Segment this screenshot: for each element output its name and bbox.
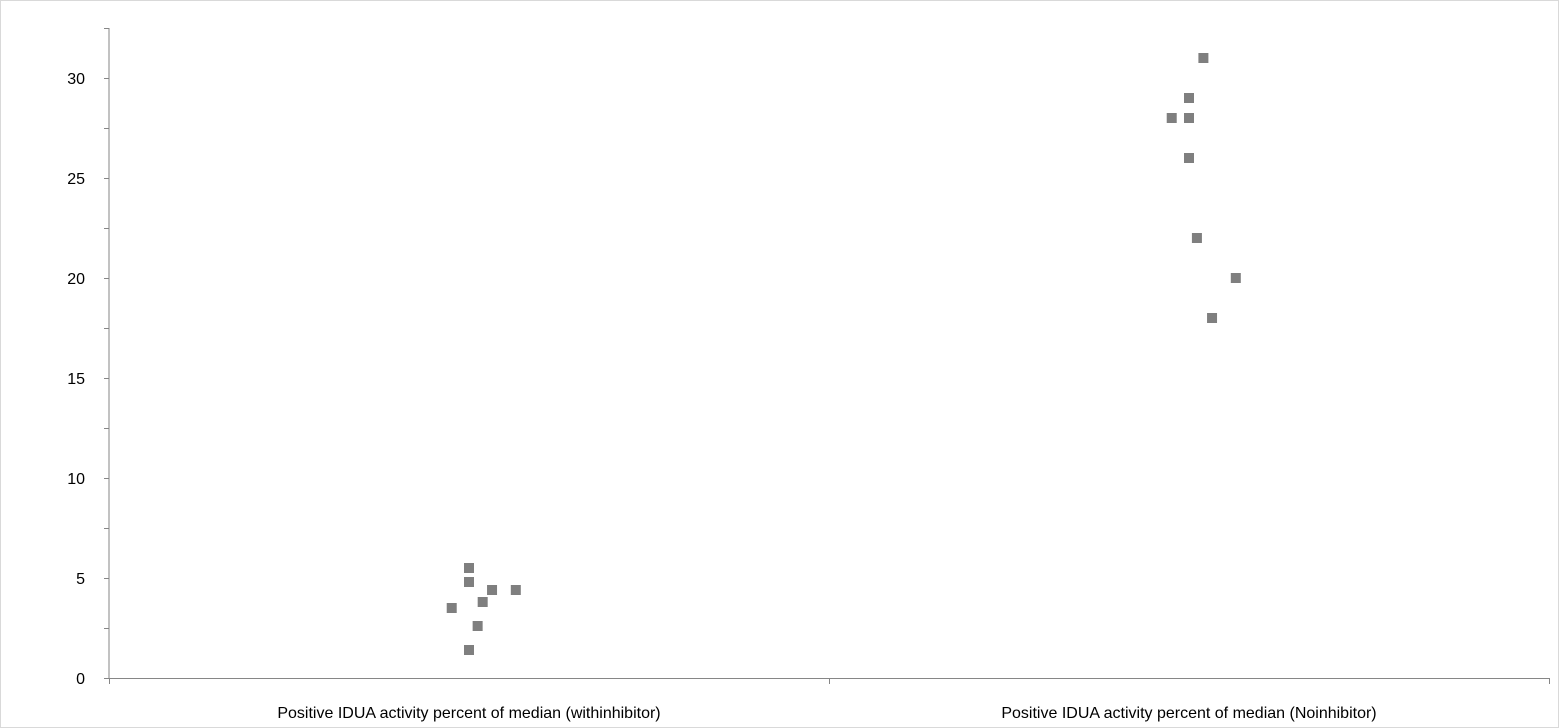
y-tick-label: 5: [76, 571, 85, 588]
x-axis: Positive IDUA activity percent of median…: [109, 678, 1550, 722]
data-point: [464, 645, 474, 655]
data-point: [510, 585, 521, 595]
data-point: [446, 603, 457, 613]
data-point: [1198, 53, 1209, 63]
data-point: [1230, 273, 1241, 283]
y-tick-label: 15: [67, 371, 85, 388]
data-point: [472, 621, 483, 631]
y-tick-label: 20: [67, 271, 85, 288]
data-point: [1191, 233, 1202, 243]
data-points: [446, 53, 1241, 655]
data-point: [464, 563, 474, 573]
data-point: [464, 577, 474, 587]
data-point: [1184, 93, 1194, 103]
data-point: [1184, 153, 1194, 163]
y-tick-label: 10: [67, 471, 85, 488]
data-point: [1207, 313, 1218, 323]
data-point: [487, 585, 498, 595]
x-category-label: Positive IDUA activity percent of median…: [1001, 705, 1376, 722]
x-category-label: Positive IDUA activity percent of median…: [277, 705, 660, 722]
data-point: [477, 597, 488, 607]
y-axis: 0 5 10 15 20 25 30: [67, 28, 110, 688]
data-point: [1184, 113, 1194, 123]
y-tick-label: 30: [67, 71, 85, 88]
y-tick-label: 0: [76, 671, 85, 688]
y-tick-label: 25: [67, 171, 85, 188]
data-point: [1166, 113, 1177, 123]
